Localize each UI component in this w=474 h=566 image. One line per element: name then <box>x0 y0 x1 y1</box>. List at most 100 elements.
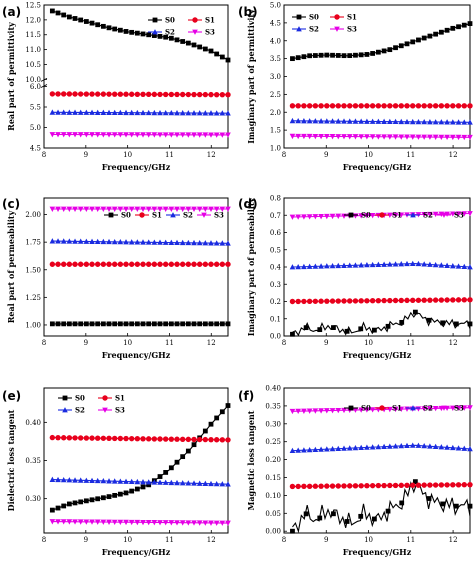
data-point <box>289 103 296 109</box>
data-point <box>225 437 231 443</box>
data-point <box>213 520 220 526</box>
data-point <box>341 407 347 414</box>
data-point <box>162 261 169 267</box>
data-point <box>180 454 186 460</box>
series-S2 <box>49 476 231 487</box>
data-point <box>467 21 473 26</box>
data-point <box>174 459 180 465</box>
x-tick-label: 9 <box>324 339 328 347</box>
data-point <box>461 482 467 488</box>
data-point <box>55 109 61 115</box>
data-point <box>111 478 118 484</box>
data-point <box>461 119 468 125</box>
data-point <box>467 503 473 509</box>
data-point <box>432 405 439 412</box>
data-point <box>364 134 370 140</box>
data-point <box>66 91 73 97</box>
data-point <box>208 48 214 54</box>
data-point <box>381 103 387 109</box>
data-point <box>461 22 467 28</box>
data-point <box>410 297 416 304</box>
legend-label: S0 <box>361 404 371 413</box>
data-point <box>179 110 186 116</box>
data-point <box>117 491 123 497</box>
y-tick-label: 5.0 <box>30 124 41 132</box>
data-point <box>145 239 152 245</box>
data-point <box>100 321 106 327</box>
y-axis-label: Imaginary part of permittivity <box>246 9 256 144</box>
x-tick-label: 12 <box>207 151 216 159</box>
data-point <box>111 132 118 138</box>
legend-label: S2 <box>423 211 433 220</box>
data-point <box>364 52 370 57</box>
data-point <box>128 132 135 138</box>
data-point <box>444 119 450 125</box>
data-point <box>128 91 135 97</box>
data-point <box>438 29 444 35</box>
data-point <box>352 262 359 268</box>
data-point <box>49 109 56 115</box>
data-point <box>145 479 152 485</box>
data-point <box>83 91 90 97</box>
data-point <box>185 448 191 454</box>
data-point <box>335 298 341 304</box>
data-point <box>134 261 141 267</box>
y-tick-label: 12.0 <box>25 16 41 24</box>
data-point <box>72 109 78 115</box>
data-point <box>358 407 364 413</box>
x-axis-label: Frequency/GHz <box>102 162 171 172</box>
y-axis-label: Dielectric loss tangent <box>6 409 16 511</box>
y-tick-label: 1.25 <box>25 294 41 302</box>
data-point <box>312 53 318 58</box>
data-point <box>438 297 445 303</box>
data-point <box>213 261 220 267</box>
x-tick-label: 11 <box>406 339 415 347</box>
data-point <box>219 409 225 415</box>
y-tick-label: 10.0 <box>25 76 41 84</box>
data-point <box>162 520 169 526</box>
data-point <box>196 240 203 246</box>
data-point <box>185 239 192 246</box>
y-tick-label: 4.5 <box>270 19 281 27</box>
legend-label: S3 <box>454 211 464 220</box>
data-point <box>392 261 399 267</box>
series-S1 <box>49 261 231 267</box>
legend: S0 S1 S2 S3 <box>344 211 464 220</box>
data-point <box>346 445 353 451</box>
data-point <box>208 110 214 116</box>
plot-frame <box>43 4 229 149</box>
data-point <box>83 477 90 483</box>
data-point <box>450 297 456 303</box>
series-S1 <box>289 103 473 109</box>
x-tick-label: 8 <box>282 151 286 159</box>
data-point <box>455 482 462 488</box>
data-point <box>117 109 124 116</box>
legend-label: S2 <box>423 404 433 413</box>
y-tick-label: 0.25 <box>265 438 281 446</box>
data-point <box>289 264 296 270</box>
data-point <box>444 297 450 303</box>
y-tick-label: 0.15 <box>265 474 281 482</box>
y-tick-label: 3.5 <box>270 55 281 63</box>
data-point <box>60 206 67 212</box>
data-point <box>60 476 67 483</box>
data-point <box>301 133 307 140</box>
data-point <box>100 91 107 97</box>
data-point <box>213 91 220 98</box>
data-point <box>208 132 214 138</box>
data-point <box>467 134 473 141</box>
data-point <box>208 421 214 427</box>
y-tick-label: 11.0 <box>25 46 41 54</box>
y-tick-label: 0.30 <box>25 495 41 503</box>
series-S1 <box>289 297 473 305</box>
data-point <box>289 298 296 305</box>
legend-marker <box>62 407 68 413</box>
x-tick-label: 9 <box>324 151 328 159</box>
legend-label: S0 <box>361 211 371 220</box>
data-point <box>444 482 450 488</box>
data-point <box>49 132 56 138</box>
data-point <box>371 327 377 333</box>
data-point <box>225 403 231 408</box>
data-point <box>358 513 364 519</box>
data-point <box>123 239 129 245</box>
